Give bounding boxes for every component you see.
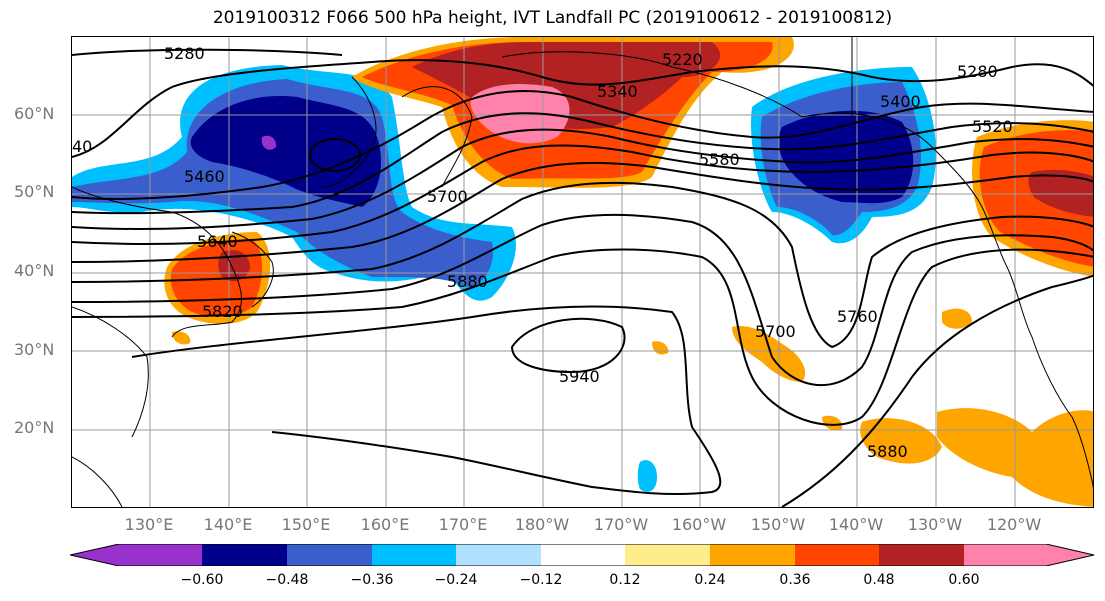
contour-label: 5700	[427, 187, 468, 206]
lon-label: 150°E	[281, 515, 331, 534]
colorbar-tick: 0.12	[609, 572, 641, 588]
colorbar-segment	[372, 544, 456, 566]
coastlines	[72, 37, 1093, 507]
colorbar-outline	[70, 544, 1095, 566]
contour-label: 5280	[957, 62, 998, 81]
ivt-blob-small-orange-7	[822, 415, 843, 431]
lon-label: 130°E	[124, 515, 174, 534]
ivt-blob-small-orange-6	[172, 331, 191, 345]
colorbar-tick: −0.48	[265, 572, 309, 588]
colorbar-segment	[795, 544, 879, 566]
contour-label: 5880	[867, 442, 908, 461]
colorbar-tick: 0.36	[779, 572, 811, 588]
contour-label: 5400	[880, 92, 921, 111]
ivt-blob-subtropical-orange-2	[942, 308, 972, 329]
map-panel: 5280 5280 5220 5340 5400 5520 5460 5580 …	[71, 36, 1094, 508]
contour-label: 5280	[164, 44, 205, 63]
contour-label: 5580	[699, 150, 740, 169]
lon-label: 140°W	[828, 515, 884, 534]
contour-label: 5460	[184, 167, 225, 186]
colorbar-tick: −0.12	[519, 572, 563, 588]
lon-label: 170°W	[593, 515, 649, 534]
lat-label: 30°N	[14, 340, 55, 359]
contour-label: 5880	[447, 272, 488, 291]
height-contours	[72, 48, 1093, 507]
colorbar-segment	[710, 544, 795, 566]
lon-label: 130°W	[907, 515, 963, 534]
contour-label: 5340	[597, 82, 638, 101]
ivt-blob-japan-sea-dark	[190, 96, 382, 207]
lon-label: 180°W	[514, 515, 570, 534]
colorbar-tick: −0.60	[180, 572, 224, 588]
ivt-blob-japan-sea-purple	[261, 135, 277, 150]
contour-label: 5220	[662, 50, 703, 69]
map-canvas: 5280 5280 5220 5340 5400 5520 5460 5580 …	[72, 37, 1093, 507]
contour-label: 5520	[972, 117, 1013, 136]
colorbar-segment	[287, 544, 372, 566]
ivt-blob-pnw-darkred	[1028, 169, 1093, 217]
lat-label: 20°N	[14, 418, 55, 437]
ivt-blob-small-tropical	[637, 460, 657, 492]
colorbar-tick: −0.36	[350, 572, 394, 588]
colorbar-segment	[70, 544, 202, 566]
colorbar-segment	[964, 544, 1094, 566]
colorbar-tick: 0.48	[863, 572, 895, 588]
colorbar-segment	[541, 544, 625, 566]
contour-label: 5820	[202, 302, 243, 321]
colorbar-segment	[456, 544, 541, 566]
colorbar	[70, 544, 1095, 566]
colorbar-tick: −0.24	[434, 572, 478, 588]
lat-label: 60°N	[14, 104, 55, 123]
colorbar-segment	[879, 544, 964, 566]
graticule	[72, 37, 1093, 507]
contour-label: 5640	[197, 232, 238, 251]
contour-label: 5940	[559, 367, 600, 386]
plot-title: 2019100312 F066 500 hPa height, IVT Land…	[212, 8, 893, 28]
contour-label: 5760	[837, 307, 878, 326]
colorbar-segment	[625, 544, 710, 566]
lon-label: 160°W	[671, 515, 727, 534]
lon-label: 120°W	[986, 515, 1042, 534]
lon-label: 160°E	[360, 515, 410, 534]
lat-label: 50°N	[14, 182, 55, 201]
lon-label: 150°W	[750, 515, 806, 534]
colorbar-tick: 0.60	[948, 572, 980, 588]
contour-label-group: 5280 5280 5220 5340 5400 5520 5460 5580 …	[72, 44, 1013, 461]
ivt-blob-small-orange-5	[652, 341, 669, 355]
lon-label: 140°E	[203, 515, 253, 534]
colorbar-tick: 0.24	[694, 572, 726, 588]
lat-label: 40°N	[14, 261, 55, 280]
contour-label: 40	[72, 137, 92, 156]
colorbar-segment	[202, 544, 287, 566]
ivt-blob-subtropical-orange-1	[732, 326, 806, 382]
contour-label: 5700	[755, 322, 796, 341]
lon-label: 170°E	[438, 515, 488, 534]
